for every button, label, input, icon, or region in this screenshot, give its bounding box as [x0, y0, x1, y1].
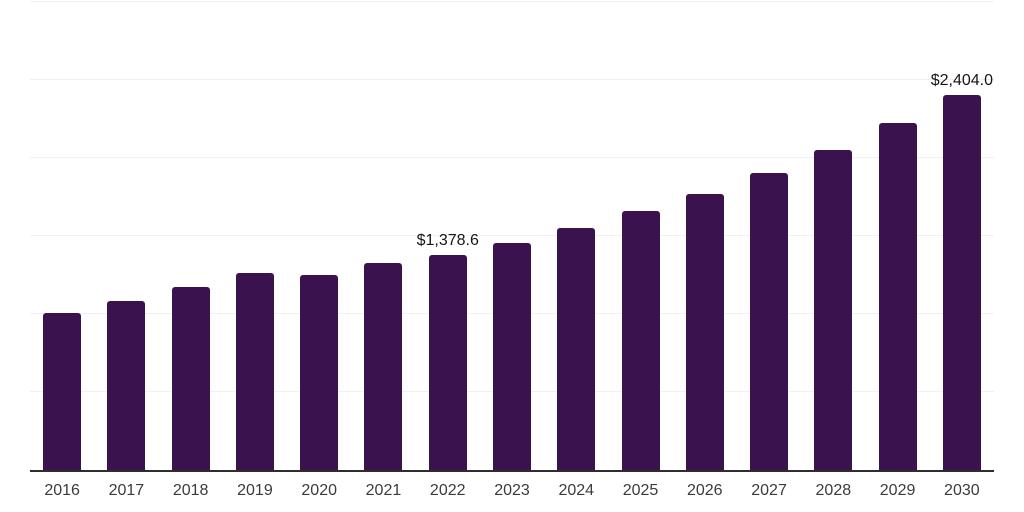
x-tick-2029: 2029	[879, 482, 916, 499]
x-tick-2017: 2017	[108, 482, 145, 499]
x-tick-2026: 2026	[686, 482, 723, 499]
bar-slot-2016	[30, 2, 94, 470]
bar-2026	[685, 193, 724, 470]
x-tick-2020: 2020	[301, 482, 337, 499]
bar-slot-2020	[287, 2, 351, 470]
gridline-3000	[30, 1, 994, 2]
x-axis-tick-labels: 2016 2017 2018 2019 2020 2021 2022 2023 2024 2025…	[30, 483, 994, 499]
bar-value-label-2030: $2,404.0	[930, 72, 993, 89]
x-tick-2024: 2024	[558, 482, 595, 499]
bar-2030	[942, 95, 981, 470]
bar-slot-2019	[223, 2, 287, 470]
bar-slot-2025	[608, 2, 672, 470]
plot-area: $1,378.6 $2,404.0	[30, 1, 994, 472]
x-tick-2018: 2018	[172, 482, 209, 499]
bar-2025	[621, 211, 660, 470]
x-tick-2030: 2030	[944, 482, 980, 499]
bar-2019	[235, 273, 274, 470]
bar-slot-2029	[865, 2, 929, 470]
bar-2023	[492, 242, 531, 470]
bar-slot-2026	[673, 2, 737, 470]
x-axis-line	[30, 470, 994, 472]
bar-slot-2024	[544, 2, 608, 470]
bar-slot-2017	[94, 2, 158, 470]
x-tick-2025: 2025	[622, 482, 659, 499]
bar-2016	[43, 313, 82, 470]
bar-2021	[364, 262, 403, 470]
bar-slot-2021	[351, 2, 415, 470]
bar-2017	[107, 301, 146, 470]
bars-layer: $1,378.6 $2,404.0	[30, 2, 994, 470]
bar-2022	[428, 254, 467, 470]
bar-2018	[171, 286, 210, 470]
bar-value-label-2022: $1,378.6	[416, 231, 479, 249]
bar-2027	[750, 173, 789, 470]
x-tick-2028: 2028	[815, 482, 852, 499]
x-tick-2016: 2016	[44, 482, 80, 499]
bar-2020	[300, 274, 339, 470]
bar-2028	[814, 149, 853, 470]
bar-slot-2018	[159, 2, 223, 470]
x-tick-2021: 2021	[365, 482, 402, 499]
bar-2029	[878, 123, 917, 470]
x-tick-2027: 2027	[751, 482, 787, 499]
bar-slot-2027	[737, 2, 801, 470]
bar-slot-2022: $1,378.6	[416, 2, 480, 470]
x-tick-2019: 2019	[237, 482, 273, 499]
bar-2024	[557, 228, 596, 470]
bar-slot-2030: $2,404.0	[930, 2, 994, 470]
gridline-2500	[30, 79, 994, 80]
gridline-2000	[30, 157, 994, 158]
x-tick-2022: 2022	[429, 482, 466, 499]
x-tick-2023: 2023	[494, 482, 530, 499]
bar-slot-2028	[801, 2, 865, 470]
gridline-1500	[30, 235, 994, 236]
bar-slot-2023	[480, 2, 544, 470]
